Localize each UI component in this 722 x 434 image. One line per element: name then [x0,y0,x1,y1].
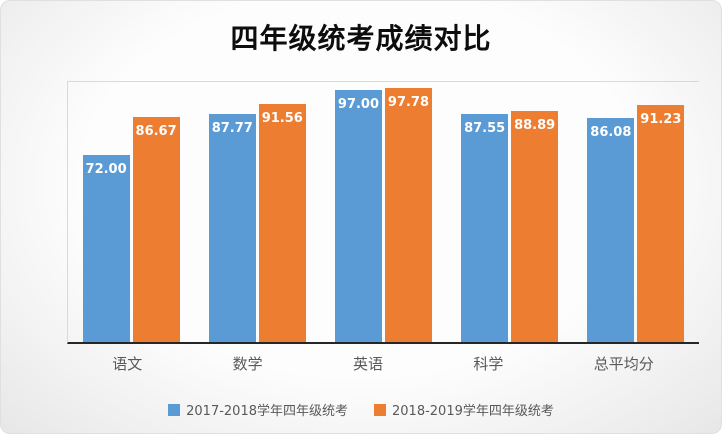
bar: 97.78 [384,87,432,342]
bar: 97.00 [334,89,382,342]
legend-item: 2018-2019学年四年级统考 [374,400,554,419]
plot-area: 72.00 86.67 87.77 91.56 97.00 97.78 87.55 88.89… [67,81,699,344]
bar: 88.89 [511,110,559,342]
legend-item: 2017-2018学年四年级统考 [168,400,348,419]
legend-swatch-icon [374,403,386,416]
bar-group: 72.00 86.67 [82,82,180,342]
category-label: 英语 [352,355,383,373]
bar-value-label: 97.78 [387,94,430,110]
category-axis: 语文 数学 英语 科学 总平均分 [67,353,699,374]
bar-value-label: 86.08 [590,125,632,141]
bar-value-label: 97.00 [337,96,380,112]
chart-title: 四年级统考成绩对比 [230,22,492,55]
legend: 2017-2018学年四年级统考 2018-2019学年四年级统考 [1,400,721,419]
legend-label: 2017-2018学年四年级统考 [186,404,348,419]
category-label: 科学 [473,355,504,373]
bar: 86.67 [132,116,180,342]
bar-group: 87.77 91.56 [208,82,306,342]
category-label: 语文 [112,355,143,373]
bar-value-label: 86.67 [135,123,177,139]
bar: 91.56 [258,103,306,342]
bar: 91.23 [637,104,685,342]
bar-value-label: 87.55 [464,121,506,137]
bar: 87.77 [208,113,256,342]
bar-value-label: 88.89 [514,117,556,133]
bar: 72.00 [82,154,130,342]
category-label: 数学 [232,355,263,373]
legend-swatch-icon [168,403,181,416]
bar-value-label: 72.00 [85,161,127,177]
legend-label: 2018-2019学年四年级统考 [392,404,554,419]
bar-value-label: 91.23 [640,111,682,127]
bar-group: 97.00 97.78 [334,82,432,342]
bar: 87.55 [461,114,509,342]
bar-group: 87.55 88.89 [461,82,559,342]
bar: 86.08 [587,118,635,342]
bar-group: 86.08 91.23 [587,82,685,342]
category-label: 总平均分 [593,355,654,373]
bar-value-label: 91.56 [261,110,303,126]
bar-value-label: 87.77 [211,120,253,136]
